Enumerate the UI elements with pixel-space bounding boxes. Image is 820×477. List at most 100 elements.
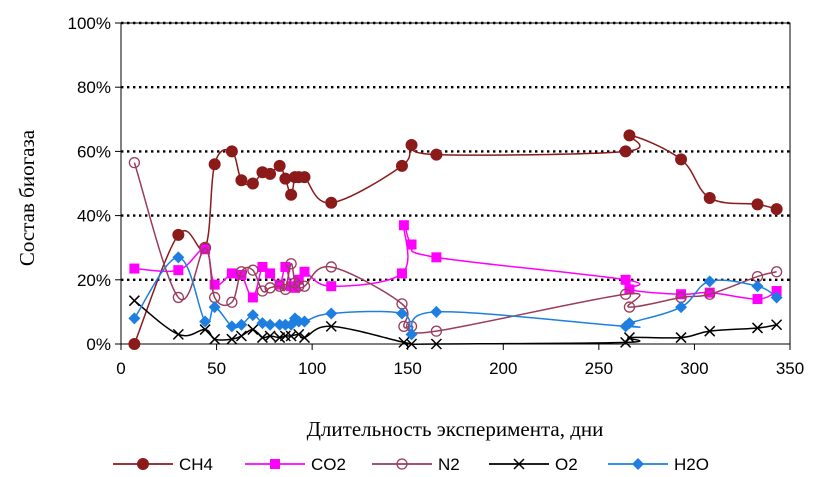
data-point-ch4 — [235, 174, 248, 187]
data-point-co2 — [257, 261, 268, 272]
tick-labels: 0% 20% 40% 60% 80% 100% 0 50 100 150 200 250 300 350 — [68, 14, 805, 378]
data-point-ch4 — [273, 159, 286, 172]
data-point-h2o — [675, 301, 688, 314]
series-line-co2 — [134, 223, 777, 300]
data-point-n2 — [770, 266, 783, 278]
data-point-n2 — [704, 288, 716, 300]
data-point-ch4 — [619, 145, 632, 158]
data-point-h2o — [703, 275, 716, 288]
data-point-n2 — [325, 261, 337, 273]
data-point-o2 — [235, 330, 247, 342]
data-point-o2 — [247, 324, 259, 336]
series-lines — [128, 129, 783, 350]
y-tick-label: 60% — [77, 142, 111, 161]
legend-label-ch4: CH4 — [179, 455, 213, 474]
y-tick-label: 20% — [77, 271, 111, 290]
data-point-co2 — [129, 263, 140, 274]
data-point-n2 — [199, 242, 211, 254]
data-point-n2 — [398, 320, 410, 332]
data-point-co2 — [200, 244, 211, 255]
data-point-h2o — [246, 309, 259, 322]
data-point-o2 — [751, 322, 764, 334]
data-point-n2 — [128, 156, 141, 169]
legend-item-h2o: H2O — [608, 455, 709, 474]
data-point-o2 — [298, 332, 311, 344]
data-point-n2 — [273, 280, 286, 292]
x-tick-label: 250 — [585, 359, 613, 378]
data-point-co2 — [704, 287, 715, 298]
legend-item-n2: N2 — [372, 455, 460, 474]
legend-label-n2: N2 — [438, 455, 460, 474]
legend-marker-n2 — [396, 458, 408, 470]
data-point-h2o — [208, 301, 221, 314]
data-point-n2 — [430, 325, 443, 337]
x-tick-label: 150 — [394, 359, 422, 378]
data-point-co2 — [209, 279, 220, 290]
data-point-h2o — [172, 251, 185, 264]
data-point-ch4 — [128, 338, 141, 350]
data-point-h2o — [325, 307, 338, 320]
x-axis-title: Длительность эксперимента, дни — [307, 417, 604, 441]
data-point-h2o — [298, 315, 311, 328]
data-point-n2 — [298, 280, 311, 292]
x-tick-label: 350 — [776, 359, 804, 378]
data-point-n2 — [226, 296, 238, 308]
data-point-ch4 — [325, 196, 338, 209]
series-co2 — [129, 220, 782, 305]
data-point-co2 — [173, 265, 184, 276]
data-point-co2 — [771, 286, 782, 297]
data-point-ch4 — [285, 188, 298, 201]
data-point-co2 — [406, 239, 417, 250]
data-point-o2 — [771, 319, 783, 331]
series-h2o — [128, 251, 783, 341]
data-point-co2 — [299, 266, 310, 277]
legend-marker-co2 — [270, 459, 280, 469]
legend-marker-ch4 — [137, 458, 149, 470]
data-point-ch4 — [395, 159, 408, 172]
series-n2 — [128, 156, 783, 337]
series-o2 — [128, 295, 783, 350]
x-tick-label: 50 — [207, 359, 226, 378]
data-point-h2o — [770, 291, 783, 304]
data-point-n2 — [279, 283, 292, 296]
legend-label-o2: O2 — [555, 455, 578, 474]
data-point-h2o — [430, 305, 443, 318]
data-point-h2o — [128, 312, 141, 325]
data-point-o2 — [325, 320, 337, 332]
data-point-o2 — [199, 324, 211, 336]
data-point-ch4 — [703, 191, 716, 204]
y-tick-label: 80% — [77, 78, 111, 97]
data-point-ch4 — [225, 145, 238, 158]
data-point-co2 — [752, 294, 763, 305]
series-ch4 — [128, 129, 783, 350]
data-point-ch4 — [430, 148, 443, 161]
data-point-h2o — [264, 318, 277, 331]
legend: CH4 CO2 N2 O2 H2O — [113, 455, 709, 474]
data-point-o2 — [623, 332, 635, 344]
data-point-co2 — [236, 269, 247, 280]
data-point-ch4 — [208, 158, 221, 171]
data-point-o2 — [264, 330, 276, 342]
data-point-o2 — [226, 333, 238, 345]
y-tick-label: 0% — [86, 335, 111, 354]
x-tick-label: 0 — [116, 359, 125, 378]
data-point-o2 — [406, 338, 418, 350]
data-point-n2 — [623, 301, 636, 313]
legend-marker-h2o — [632, 458, 644, 470]
data-point-o2 — [209, 333, 221, 345]
legend-item-co2: CO2 — [245, 455, 346, 474]
data-point-co2 — [326, 281, 337, 292]
data-point-ch4 — [246, 177, 259, 190]
data-point-n2 — [293, 280, 305, 292]
data-point-n2 — [256, 285, 269, 297]
legend-label-h2o: H2O — [674, 455, 709, 474]
x-tick-label: 200 — [489, 359, 517, 378]
data-point-co2 — [247, 292, 258, 303]
data-point-h2o — [623, 317, 636, 330]
legend-item-ch4: CH4 — [113, 455, 213, 474]
data-point-co2 — [676, 289, 687, 300]
data-point-n2 — [172, 291, 184, 304]
data-point-o2 — [675, 332, 687, 344]
